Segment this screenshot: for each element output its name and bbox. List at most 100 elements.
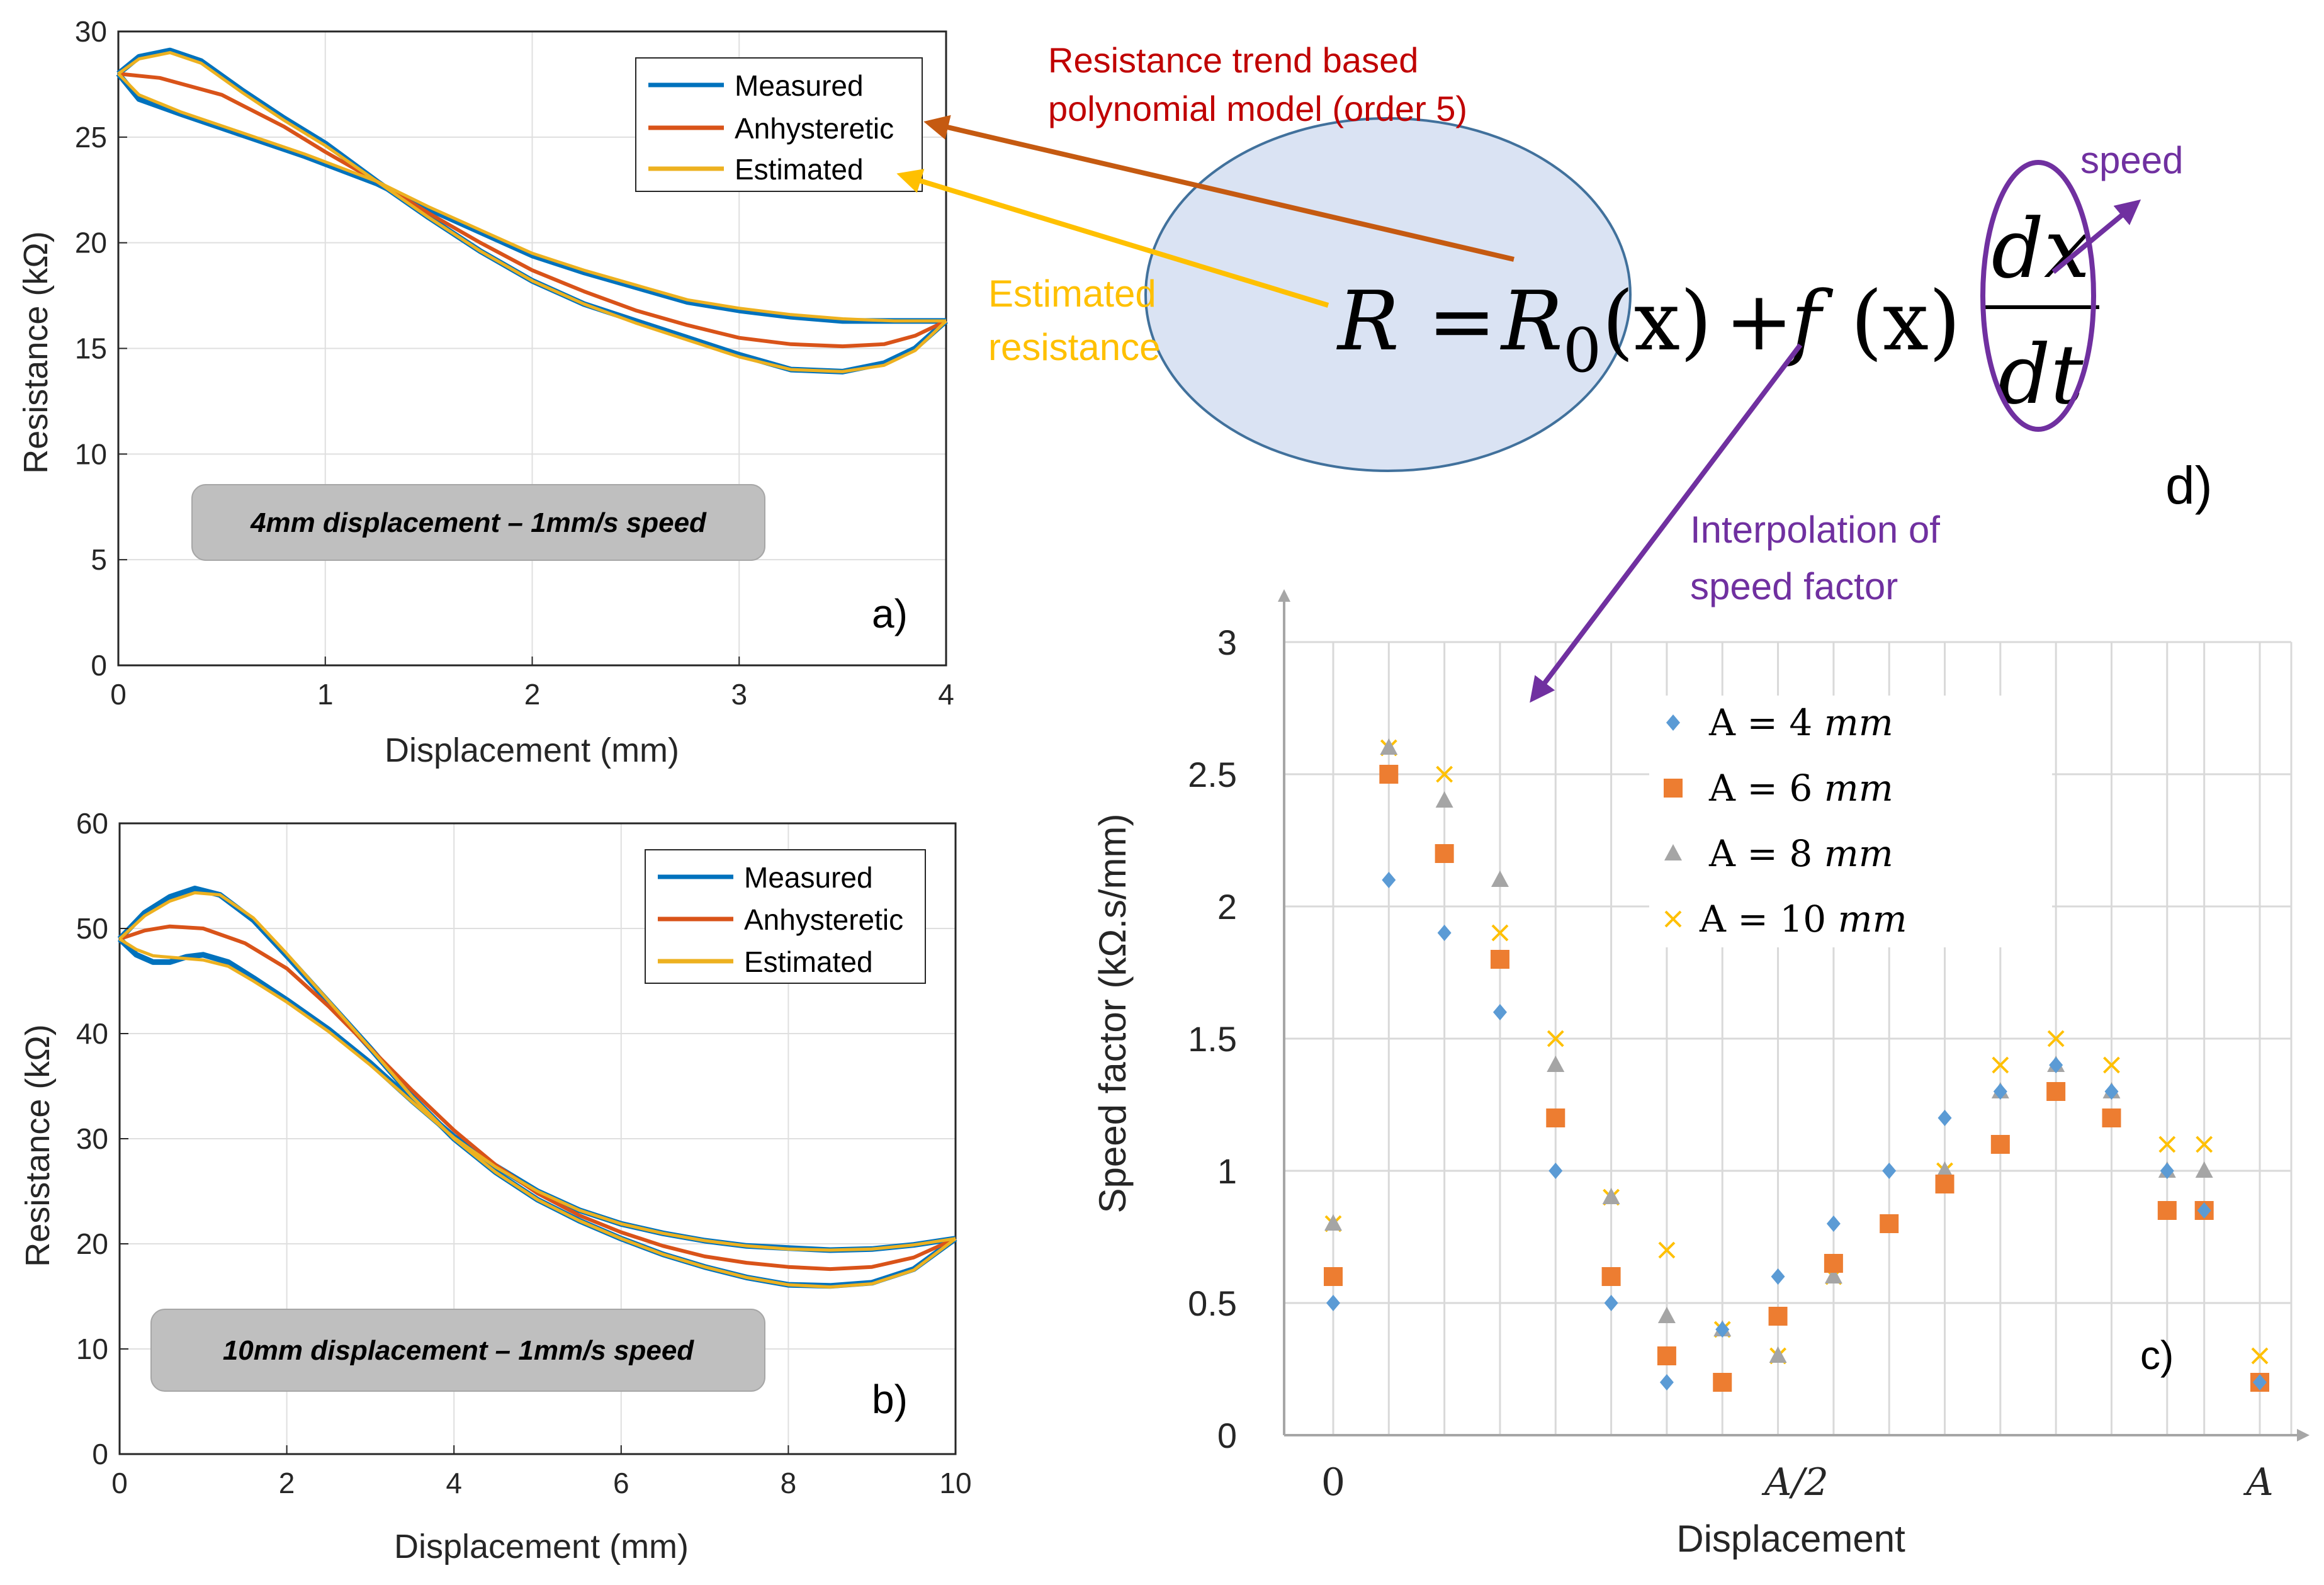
x-tick-label: 8: [781, 1467, 797, 1499]
point-square: [1880, 1214, 1899, 1233]
equation-r0: R: [1500, 273, 1563, 369]
point-diamond: [1771, 1268, 1785, 1285]
legend-marker-diamond: [1666, 714, 1680, 731]
point-square: [1379, 765, 1399, 784]
point-diamond: [1437, 925, 1452, 941]
chart-c-legend-a8: A = 8 mm: [1708, 832, 1893, 875]
point-x: [1491, 924, 1509, 942]
x-tick-label: A/2: [1761, 1460, 1829, 1504]
x-tick-label: 2: [524, 678, 541, 711]
equation-panel: R = R 0 (x) + f (x) dx dt Resistance tre…: [896, 40, 2213, 703]
series-estimated-lower: [117, 72, 946, 323]
point-square: [1935, 1175, 1955, 1193]
point-diamond: [2160, 1163, 2174, 1179]
chart-b-label-box: [150, 1309, 765, 1392]
chart-a-xlabel: Displacement (mm): [385, 731, 679, 769]
equation-x1: (x): [1602, 273, 1712, 369]
point-triangle: [1824, 1267, 1842, 1283]
arrow-interpolation: [1530, 343, 1803, 703]
point-triangle: [1324, 1214, 1342, 1231]
point-diamond: [1993, 1083, 2007, 1100]
chart-a-label-text: 4mm displacement – 1mm/s speed: [250, 507, 707, 538]
chart-a-label-box: [191, 484, 765, 561]
point-x: [1436, 765, 1453, 783]
equation-x2: (x): [1851, 273, 1961, 369]
chart-c-legend-markers: [1664, 714, 1683, 928]
x-tick-label: 6: [613, 1467, 629, 1499]
legend-marker-triangle: [1664, 844, 1682, 860]
chart-c-legend-a6-text: A = 6: [1708, 767, 1824, 809]
series-measured-lower: [116, 72, 946, 324]
series-anhysteretic: [118, 72, 947, 349]
chart-b-panel-label: b): [872, 1377, 908, 1422]
y-tick-label: 30: [75, 15, 107, 48]
point-diamond: [1882, 1163, 1897, 1179]
point-square: [1990, 1135, 2010, 1154]
point-diamond: [2104, 1083, 2119, 1100]
arrow-estimated: [896, 169, 1329, 308]
equation-equals: =: [1428, 273, 1496, 369]
y-tick-label: 1.5: [1188, 1019, 1237, 1059]
point-triangle: [1657, 1307, 1676, 1323]
y-tick-label: 2: [1217, 887, 1237, 927]
point-triangle: [1547, 1056, 1565, 1072]
point-diamond: [2049, 1057, 2063, 1073]
chart-a-legend-anhysteretic: Anhysteretic: [735, 112, 894, 145]
chart-a-legend: Measured Anhysteretic Estimated: [635, 57, 923, 192]
panel-d-label: d): [2165, 456, 2213, 515]
point-triangle: [1491, 871, 1509, 887]
chart-c: 0 0.5 1 1.5 2 2.5 3 0 A/2 A Displacement Speed fa…: [1091, 589, 2310, 1560]
chart-a-lines: [116, 47, 948, 375]
point-x: [1547, 1030, 1564, 1047]
point-triangle: [2195, 1161, 2213, 1178]
x-tick-label: 2: [279, 1467, 295, 1499]
point-x: [2158, 1136, 2176, 1153]
chart-b: 0 2 4 6 8 10 0 10 20 30 40 50 60 Displacement (mm) R…: [19, 807, 972, 1565]
x-tick-label: 0: [110, 678, 127, 711]
equation-r: R: [1336, 273, 1399, 369]
point-square: [1824, 1254, 1843, 1273]
y-tick-label: 40: [76, 1017, 108, 1050]
chart-b-legend-anhysteretic: Anhysteretic: [744, 903, 903, 936]
y-tick-label: 25: [75, 121, 107, 154]
chart-c-legend-a10-text: A = 10: [1699, 898, 1838, 940]
chart-a-legend-measured: Measured: [735, 69, 864, 102]
y-tick-label: 3: [1217, 623, 1237, 662]
point-diamond: [1604, 1295, 1618, 1311]
point-square: [1713, 1373, 1732, 1392]
chart-c-legend-a10: A = 10 mm: [1699, 898, 1907, 940]
x-tick-label: 3: [731, 678, 747, 711]
chart-b-ticks: 0 2 4 6 8 10 0 10 20 30 40 50 60: [76, 807, 972, 1499]
chart-a-ticks: 0 1 2 3 4 0 5 10 15 20 25 30: [75, 15, 954, 711]
point-triangle: [1435, 791, 1453, 808]
y-tick-label: 0: [92, 1438, 108, 1470]
chart-b-label-text: 10mm displacement – 1mm/s speed: [223, 1335, 694, 1366]
y-tick-label: 2.5: [1188, 755, 1237, 794]
chart-c-ylabel: Speed factor (kΩ.s/mm): [1091, 813, 1134, 1213]
chart-c-xlabel: Displacement: [1676, 1518, 1905, 1560]
point-x: [2251, 1347, 2269, 1365]
y-tick-label: 10: [76, 1333, 108, 1365]
point-triangle: [1769, 1346, 1787, 1363]
speed-term-highlight: [1980, 160, 2096, 432]
chart-c-legend-a4-unit: mm: [1824, 701, 1893, 744]
y-tick-label: 50: [76, 912, 108, 945]
point-diamond: [2197, 1202, 2211, 1219]
y-tick-label: 0.5: [1188, 1283, 1237, 1323]
point-triangle: [1380, 738, 1398, 755]
series-estimated-lower: [118, 937, 956, 1252]
point-diamond: [1382, 872, 1396, 888]
point-square: [1546, 1108, 1565, 1127]
chart-b-ylabel: Resistance (kΩ): [19, 1024, 57, 1266]
annotation-estimated-line1: Estimated: [988, 273, 1156, 315]
chart-c-legend-a4: A = 4 mm: [1708, 701, 1893, 744]
y-tick-label: 15: [75, 332, 107, 365]
annotation-interpolation-line2: speed factor: [1690, 565, 1898, 607]
chart-c-ticks: 0 0.5 1 1.5 2 2.5 3 0 A/2 A: [1188, 623, 2274, 1504]
equation-ellipse: [1144, 117, 1632, 472]
equation-numerator: dx: [1992, 201, 2090, 296]
x-tick-label: 4: [446, 1467, 462, 1499]
y-tick-label: 30: [76, 1122, 108, 1155]
legend-marker-x: [1664, 910, 1682, 928]
